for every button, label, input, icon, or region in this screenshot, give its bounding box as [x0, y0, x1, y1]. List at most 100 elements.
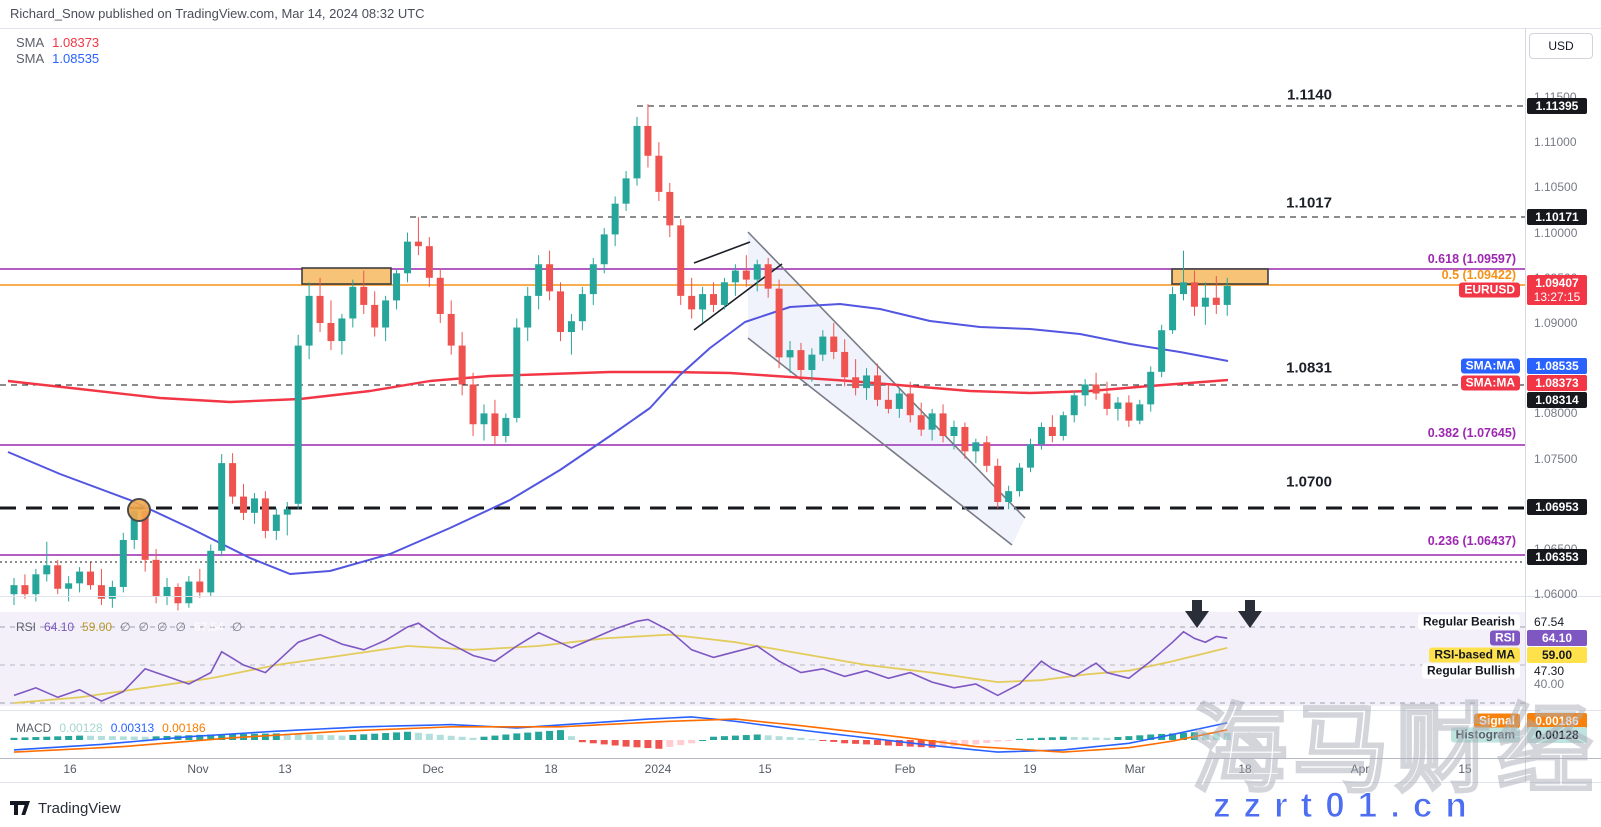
candle-body: [950, 426, 958, 436]
candle-body: [338, 318, 346, 342]
candle-body: [229, 463, 237, 497]
macd-histogram-bar: [283, 733, 291, 740]
candle-body: [786, 350, 794, 358]
chinese-watermark: 海马财经: [1190, 696, 1599, 806]
price-scale-border[interactable]: [1525, 28, 1526, 782]
macd-histogram-bar: [797, 737, 805, 740]
candle-body: [567, 321, 575, 333]
macd-histogram-bar: [21, 737, 29, 740]
candle-body: [1016, 467, 1024, 492]
tradingview-footer[interactable]: TradingView: [10, 800, 121, 817]
circle-annotation: [127, 498, 151, 522]
sma-legend-row-1[interactable]: SMA 1.08373: [16, 35, 99, 50]
candle-body: [1026, 444, 1034, 468]
candle-body: [1136, 404, 1144, 421]
rsi-legend-value: 64.10: [44, 620, 75, 634]
macd-histogram-bar: [1059, 736, 1067, 740]
macd-histogram-bar: [557, 730, 564, 740]
currency-button[interactable]: USD: [1529, 33, 1593, 59]
macd-histogram-bar: [884, 740, 892, 746]
macd-histogram-bar: [961, 740, 969, 746]
candle-body: [688, 295, 696, 310]
candle-body: [895, 393, 903, 409]
candle-body: [797, 350, 805, 371]
macd-histogram-bar: [655, 740, 663, 749]
macd-histogram-bar: [141, 736, 149, 740]
sma-legend-row-2[interactable]: SMA 1.08535: [16, 51, 99, 66]
candle-body: [283, 509, 291, 515]
macd-histogram-bar: [830, 740, 838, 742]
macd-histogram-bar: [207, 734, 215, 740]
macd-histogram-bar: [567, 736, 575, 740]
candle-body: [141, 511, 149, 560]
macd-legend-name: MACD: [16, 721, 52, 735]
candle-body: [152, 559, 160, 597]
candle-body: [261, 498, 269, 531]
candle-body: [65, 583, 73, 589]
candle-body: [644, 125, 652, 156]
candle-body: [360, 286, 368, 305]
channel-line: [747, 337, 1013, 546]
macd-histogram-bar: [873, 740, 881, 745]
macd-histogram-bar: [480, 736, 488, 740]
candle-body: [1092, 384, 1100, 394]
macd-legend-row[interactable]: MACD 0.00128 0.00313 0.00186: [16, 721, 206, 735]
candle-body: [720, 282, 728, 305]
candle-body: [1212, 297, 1220, 305]
macd-histogram-bar: [32, 737, 40, 740]
candle-body: [108, 586, 116, 599]
macd-histogram-bar: [1212, 732, 1220, 740]
candle-body: [403, 241, 411, 274]
candle-body: [917, 415, 925, 430]
candle-body: [983, 442, 991, 466]
macd-histogram-bar: [863, 740, 871, 745]
macd-histogram-bar: [764, 735, 772, 740]
candle-body: [764, 264, 772, 289]
candle-body: [863, 375, 871, 389]
macd-histogram-bar: [841, 740, 849, 744]
candle-body: [622, 178, 630, 204]
candle-body: [873, 375, 881, 400]
macd-histogram-bar: [502, 734, 510, 740]
candle-body: [119, 539, 127, 587]
candle-body: [775, 288, 783, 358]
candle-body: [469, 384, 477, 425]
rsi-legend-value: ∅: [156, 620, 168, 634]
macd-histogram-bar: [371, 733, 379, 740]
candle-body: [1070, 395, 1078, 416]
macd-histogram-bar: [1048, 737, 1056, 740]
macd-histogram-bar: [305, 734, 313, 740]
candle-body: [97, 585, 105, 599]
rsi-legend-name: RSI: [16, 620, 37, 634]
macd-histogram-bar: [152, 736, 160, 740]
macd-histogram-bar: [688, 740, 696, 744]
macd-histogram-bar: [414, 732, 422, 740]
price-rsi-divider[interactable]: [0, 596, 1601, 597]
macd-histogram-bar: [1103, 737, 1111, 740]
macd-histogram-bar: [972, 740, 980, 745]
candle-body: [1169, 294, 1177, 331]
sma-fast-line: [7, 370, 1229, 404]
macd-histogram-bar: [775, 736, 783, 740]
candle-body: [1005, 491, 1013, 502]
candle-body: [819, 336, 827, 355]
macd-histogram-bar: [524, 732, 532, 740]
candle-body: [54, 565, 62, 589]
macd-histogram-bar: [699, 740, 707, 741]
publish-title: Richard_Snow published on TradingView.co…: [10, 6, 425, 21]
rsi-legend-row[interactable]: RSI 64.10 59.00 ∅ ∅ ∅ ∅ 67.54 ∅: [16, 620, 242, 634]
candle-body: [994, 465, 1002, 502]
macd-histogram-bar: [272, 733, 280, 740]
rsi-macd-divider[interactable]: [0, 710, 1601, 711]
macd-histogram-bar: [185, 735, 193, 740]
macd-histogram-bar: [10, 737, 18, 740]
candle-body: [961, 426, 969, 452]
candle-body: [972, 442, 980, 452]
candle-body: [535, 264, 543, 296]
candle-body: [852, 377, 860, 389]
macd-signal-line: [13, 718, 1228, 753]
macd-histogram-bar: [65, 735, 73, 740]
candle-body: [1037, 426, 1045, 445]
macd-histogram-bar: [360, 734, 368, 740]
